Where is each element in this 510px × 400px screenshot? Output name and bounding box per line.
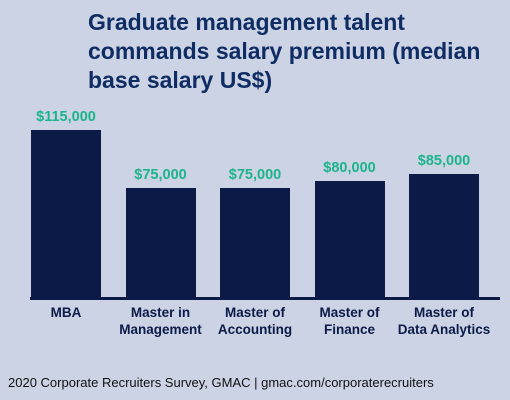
bar xyxy=(220,188,290,297)
x-tick-label: Master of Data Analytics xyxy=(397,305,491,337)
bar xyxy=(409,173,479,297)
x-tick-label: Master in Management xyxy=(119,305,202,337)
value-label: $75,000 xyxy=(228,167,282,184)
value-label: $85,000 xyxy=(417,152,471,169)
value-label: $115,000 xyxy=(36,109,96,125)
chart-title: Graduate management talent commands sala… xyxy=(88,9,481,93)
x-tick-label: Master of Accounting xyxy=(217,305,293,337)
x-tick-label: MBA xyxy=(50,305,82,320)
value-label: $80,000 xyxy=(323,159,376,176)
bar xyxy=(314,180,385,297)
x-tick-label: Master of Finance xyxy=(319,305,380,337)
baseline xyxy=(30,297,500,300)
bar xyxy=(31,130,101,297)
bar xyxy=(125,188,196,297)
value-label: $75,000 xyxy=(134,167,187,184)
source-note: 2020 Corporate Recruiters Survey, GMAC |… xyxy=(8,375,434,390)
